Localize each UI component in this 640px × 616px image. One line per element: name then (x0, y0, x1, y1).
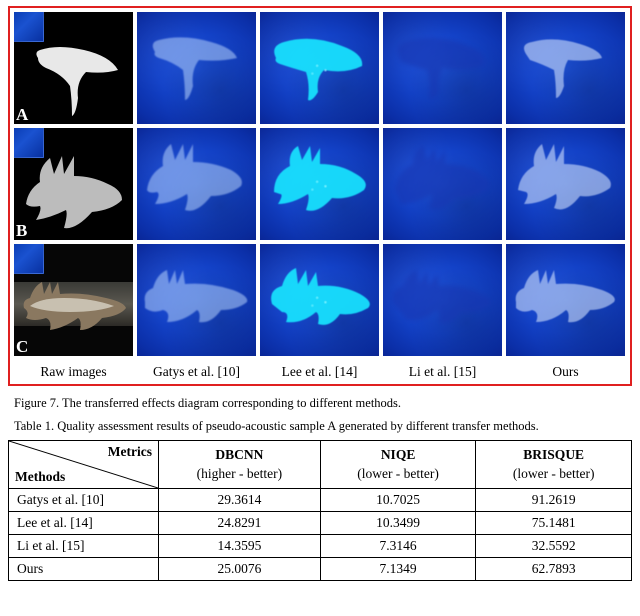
style-inset (14, 12, 44, 42)
row-letter: B (16, 222, 27, 239)
value-cell: 32.5592 (476, 535, 632, 558)
fish-silhouette-b (22, 146, 127, 238)
cell-c-raw: C (14, 244, 133, 356)
figure-column-labels: Raw images Gatys et al. [10] Lee et al. … (14, 362, 626, 380)
cell-b-lee (260, 128, 379, 240)
col-header-dbcnn: DBCNN (higher - better) (159, 441, 321, 489)
table-row: Ours 25.0076 7.1349 62.7893 (9, 558, 632, 581)
col-label-li: Li et al. [15] (383, 362, 502, 380)
figure-row-a: A (14, 12, 626, 124)
cell-a-ours (506, 12, 625, 124)
value-cell: 10.7025 (320, 489, 476, 512)
col-header-niqe: NIQE (lower - better) (320, 441, 476, 489)
method-name: Ours (9, 558, 159, 581)
col-label-raw: Raw images (14, 362, 133, 380)
cell-b-raw: B (14, 128, 133, 240)
cell-a-gatys (137, 12, 256, 124)
cell-a-raw: A (14, 12, 133, 124)
method-name: Li et al. [15] (9, 535, 159, 558)
value-cell: 62.7893 (476, 558, 632, 581)
fish-blob (137, 12, 256, 124)
fish-blob (137, 244, 256, 356)
fish-blob (260, 244, 379, 356)
table-caption: Table 1. Quality assessment results of p… (14, 419, 632, 434)
cell-b-ours (506, 128, 625, 240)
value-cell: 91.2619 (476, 489, 632, 512)
cell-a-lee (260, 12, 379, 124)
figure-caption: Figure 7. The transferred effects diagra… (14, 396, 632, 411)
cell-a-li (383, 12, 502, 124)
value-cell: 7.1349 (320, 558, 476, 581)
col-label-ours: Ours (506, 362, 625, 380)
cell-c-ours (506, 244, 625, 356)
value-cell: 7.3146 (320, 535, 476, 558)
figure-grid: A (14, 12, 626, 380)
method-name: Lee et al. [14] (9, 512, 159, 535)
fish-blob (137, 128, 256, 240)
quality-table: Metrics Methods DBCNN (higher - better) … (8, 440, 632, 581)
table-header-row: Metrics Methods DBCNN (higher - better) … (9, 441, 632, 489)
fish-silhouette-c (20, 278, 130, 336)
fish-blob (260, 128, 379, 240)
col-header-brisque: BRISQUE (lower - better) (476, 441, 632, 489)
figure-panel: A (8, 6, 632, 386)
fish-blob (506, 244, 625, 356)
value-cell: 10.3499 (320, 512, 476, 535)
fish-blob (260, 12, 379, 124)
metric-name: DBCNN (215, 447, 263, 462)
table-row: Lee et al. [14] 24.8291 10.3499 75.1481 (9, 512, 632, 535)
fish-blob (506, 12, 625, 124)
fish-blob (383, 128, 502, 240)
value-cell: 75.1481 (476, 512, 632, 535)
figure-row-b: B (14, 128, 626, 240)
value-cell: 24.8291 (159, 512, 321, 535)
fish-blob (383, 244, 502, 356)
value-cell: 25.0076 (159, 558, 321, 581)
fish-blob (383, 12, 502, 124)
cell-b-gatys (137, 128, 256, 240)
metric-hint: (lower - better) (513, 466, 595, 481)
metric-name: BRISQUE (523, 447, 584, 462)
cell-c-gatys (137, 244, 256, 356)
fish-silhouette-a (32, 40, 127, 120)
diagonal-header: Metrics Methods (9, 441, 159, 489)
cell-c-li (383, 244, 502, 356)
cell-b-li (383, 128, 502, 240)
diag-metrics-label: Metrics (108, 444, 152, 460)
cell-c-lee (260, 244, 379, 356)
table-row: Li et al. [15] 14.3595 7.3146 32.5592 (9, 535, 632, 558)
style-inset (14, 128, 44, 158)
table-row: Gatys et al. [10] 29.3614 10.7025 91.261… (9, 489, 632, 512)
style-inset (14, 244, 44, 274)
col-label-gatys: Gatys et al. [10] (137, 362, 256, 380)
row-letter: C (16, 338, 28, 355)
metric-name: NIQE (381, 447, 416, 462)
metric-hint: (higher - better) (197, 466, 282, 481)
col-label-lee: Lee et al. [14] (260, 362, 379, 380)
metric-hint: (lower - better) (357, 466, 439, 481)
value-cell: 29.3614 (159, 489, 321, 512)
method-name: Gatys et al. [10] (9, 489, 159, 512)
value-cell: 14.3595 (159, 535, 321, 558)
fish-blob (506, 128, 625, 240)
figure-row-c: C (14, 244, 626, 356)
row-letter: A (16, 106, 28, 123)
diag-methods-label: Methods (15, 469, 65, 485)
